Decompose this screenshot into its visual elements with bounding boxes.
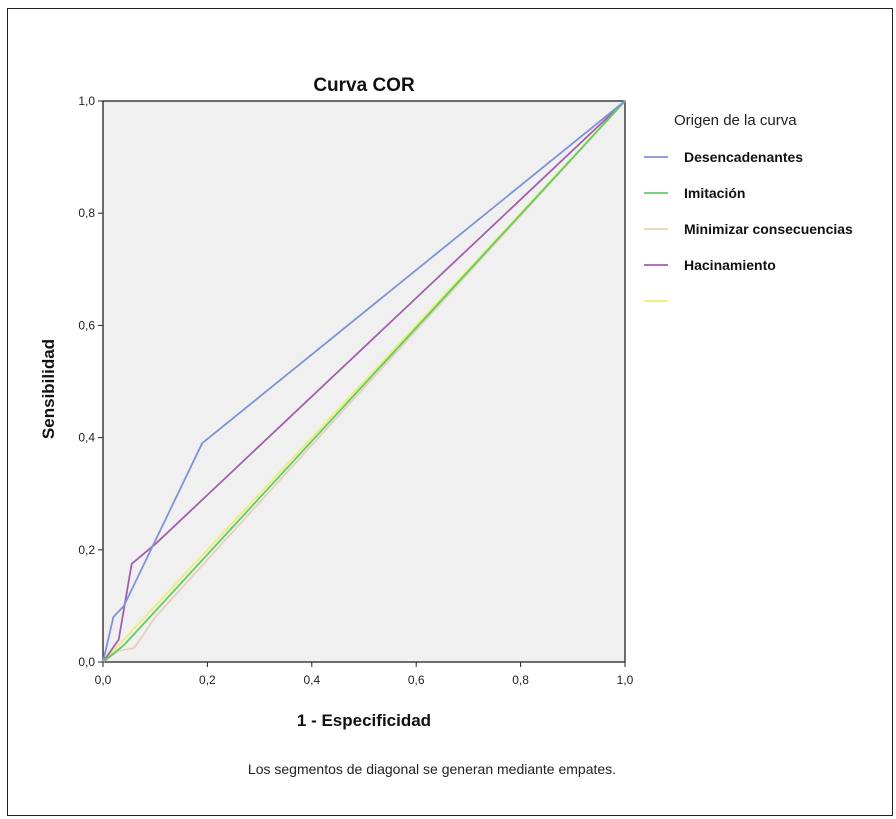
x-tick-label: 0,2 [199,673,216,687]
legend-label: Imitación [684,185,745,201]
footnote: Los segmentos de diagonal se generan med… [248,761,616,777]
y-tick-label: 1,0 [78,94,95,108]
legend-items: Desencadenantes Imitación Minimizar consec… [644,149,853,302]
series-line-hacinamiento [102,100,626,663]
x-axis-label: 1 - Especificidad [297,711,431,730]
x-tick-label: 0,6 [408,673,425,687]
x-tick-label: 0,4 [303,673,320,687]
series-line-desencadenantes [102,100,626,663]
y-tick-label: 0,4 [78,431,95,445]
chart-canvas: Curva COR 0,00,0 0,2 0,2 0,4 0,4 0,6 0,6 0,8 0,8… [39,75,853,777]
legend-title: Origen de la curva [674,112,797,129]
legend-label: Desencadenantes [684,149,803,165]
series-layer [102,100,626,663]
legend-label: Minimizar consecuencias [684,221,853,237]
axis-ticks: 0,00,0 0,2 0,2 0,4 0,4 0,6 0,6 0,8 0,8 1,0 1,0 [78,94,633,687]
x-tick-label: 0,0 [95,673,112,687]
series-line-imitación [102,100,626,663]
x-tick-label: 0,8 [512,673,529,687]
x-tick-label: 1,0 [617,673,634,687]
y-tick-label: 0,2 [78,543,95,557]
y-axis-label: Sensibilidad [39,339,58,439]
chart-frame: Curva COR 0,0 0,0 0,2 0,2 0,4 0,4 0,6 0,6 0,8 0,8… [7,8,893,816]
chart-title: Curva COR [313,75,415,96]
y-tick-label: 0,8 [78,206,95,220]
legend-label: Hacinamiento [684,257,776,273]
legend: Origen de la curva Desencadenantes Imitac… [644,112,853,302]
y-tick-label: 0,6 [78,318,95,332]
y-tick-label: 0,0 [78,655,95,669]
